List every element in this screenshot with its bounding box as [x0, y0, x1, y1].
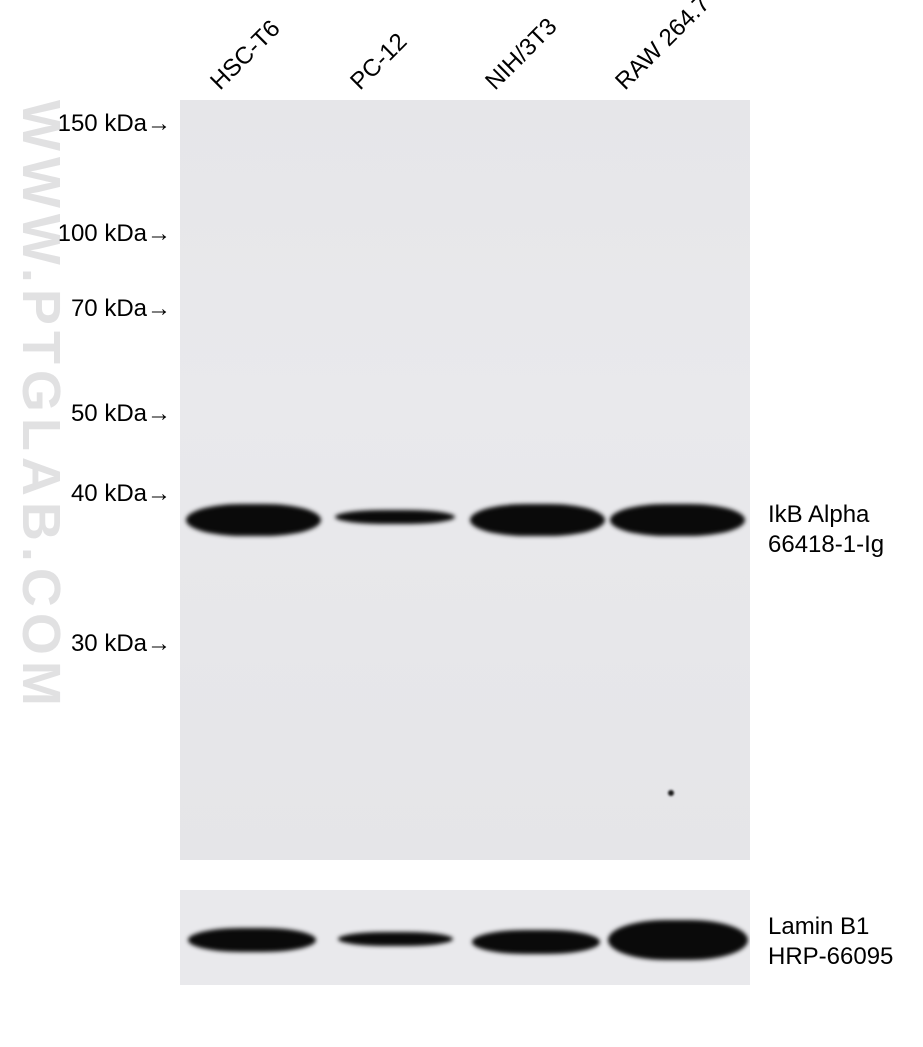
side-label-loading-line2: HRP-66095: [768, 942, 918, 972]
side-label-main-line2: 66418-1-Ig: [768, 530, 918, 560]
lane-labels-row: HSC-T6 PC-12 NIH/3T3 RAW 264.7: [180, 8, 750, 103]
speck-1: [668, 790, 674, 796]
lane-label-3: NIH/3T3: [480, 13, 563, 96]
side-label-main-line1: IkB Alpha: [768, 500, 918, 530]
blot-panel-loading: [180, 890, 750, 985]
band-load-lane3: [472, 930, 600, 954]
lane-label-4: RAW 264.7: [610, 0, 716, 96]
figure-root: HSC-T6 PC-12 NIH/3T3 RAW 264.7 150 kDa→ …: [0, 0, 923, 1047]
band-main-lane3: [470, 504, 605, 536]
band-main-lane1: [186, 504, 321, 536]
mw-70: 70 kDa→: [71, 295, 171, 323]
band-load-lane1: [188, 928, 316, 952]
band-main-lane2: [335, 510, 455, 524]
band-load-lane4: [608, 920, 748, 960]
side-label-loading-line1: Lamin B1: [768, 912, 918, 942]
mw-30: 30 kDa→: [71, 630, 171, 658]
blot-panel-main: [180, 100, 750, 860]
lane-label-2: PC-12: [345, 28, 413, 96]
watermark-text: WWW.PTGLAB.COM: [10, 100, 72, 712]
band-main-lane4: [610, 504, 745, 536]
mw-40: 40 kDa→: [71, 480, 171, 508]
lane-label-1: HSC-T6: [205, 15, 286, 96]
mw-100: 100 kDa→: [58, 220, 171, 248]
side-label-main: IkB Alpha 66418-1-Ig: [768, 500, 918, 560]
mw-150: 150 kDa→: [58, 110, 171, 138]
mw-50: 50 kDa→: [71, 400, 171, 428]
band-load-lane2: [338, 932, 453, 946]
side-label-loading: Lamin B1 HRP-66095: [768, 912, 918, 972]
